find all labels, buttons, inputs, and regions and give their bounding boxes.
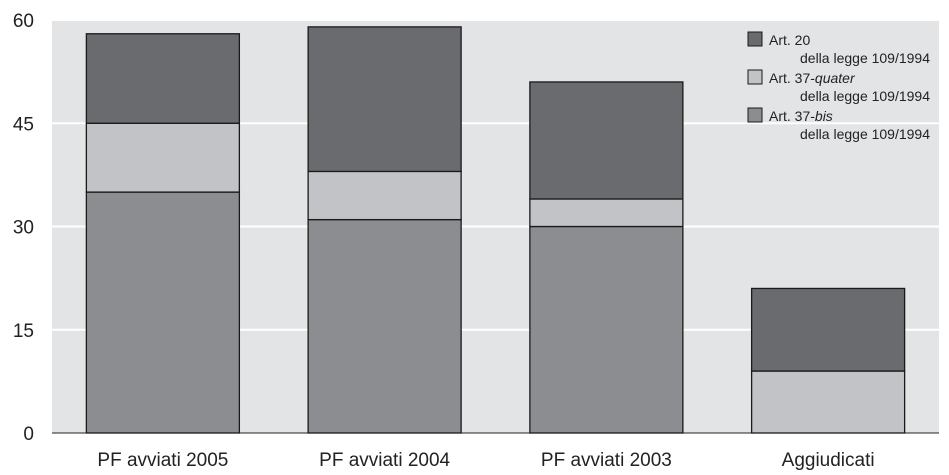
legend-label-italic: quater — [815, 70, 856, 86]
bar-segment — [307, 218, 462, 434]
bar-segment — [307, 26, 462, 173]
bar-segment — [529, 81, 684, 200]
y-tick-label: 60 — [13, 11, 34, 32]
x-category-label: Aggiudicati — [782, 450, 875, 471]
legend-swatch — [747, 69, 763, 85]
bar-stack — [85, 33, 241, 434]
legend-label-italic: bis — [815, 108, 833, 124]
legend-label: Art. 37-quater — [769, 70, 856, 86]
bar-segment — [529, 225, 684, 434]
legend-label-main: Art. 20 — [769, 32, 810, 48]
y-tick-label: 15 — [13, 321, 34, 342]
bar-stack — [307, 26, 462, 434]
bar-segment — [85, 33, 241, 124]
bar-stack — [529, 81, 684, 434]
bar-segment — [750, 370, 906, 434]
bar-segment — [529, 198, 684, 228]
x-category-label: PF avviati 2005 — [97, 450, 228, 471]
x-category-label: PF avviati 2003 — [541, 450, 672, 471]
y-tick-label: 45 — [13, 114, 34, 135]
bars — [85, 26, 906, 434]
legend-label-sub: della legge 109/1994 — [800, 88, 930, 104]
legend-label-main: Art. 37- — [769, 70, 815, 86]
legend-label: Art. 37-bis — [769, 108, 833, 124]
legend-label-sub: della legge 109/1994 — [800, 126, 930, 142]
bar-segment — [750, 287, 906, 372]
x-axis-categories: PF avviati 2005 PF avviati 2004 PF avviati… — [97, 450, 874, 471]
legend-item: Art. 37-bis della legge 109/1994 — [747, 107, 930, 142]
legend-item: Art. 37-quater della legge 109/1994 — [747, 69, 930, 104]
bar-segment — [85, 191, 241, 434]
legend-label-main: Art. 37- — [769, 108, 815, 124]
legend-swatch — [747, 31, 763, 47]
y-tick-label: 0 — [23, 424, 34, 445]
bar-stack — [750, 287, 906, 434]
bar-segment — [307, 170, 462, 221]
legend-swatch — [747, 107, 763, 123]
y-tick-label: 30 — [13, 218, 34, 239]
legend-label-sub: della legge 109/1994 — [800, 50, 930, 66]
legend-item: Art. 20 della legge 109/1994 — [747, 31, 930, 66]
bar-segment — [85, 122, 241, 193]
x-category-label: PF avviati 2004 — [319, 450, 450, 471]
legend-label: Art. 20 — [769, 32, 810, 48]
y-axis-ticks: 0 15 30 45 60 — [13, 11, 34, 445]
